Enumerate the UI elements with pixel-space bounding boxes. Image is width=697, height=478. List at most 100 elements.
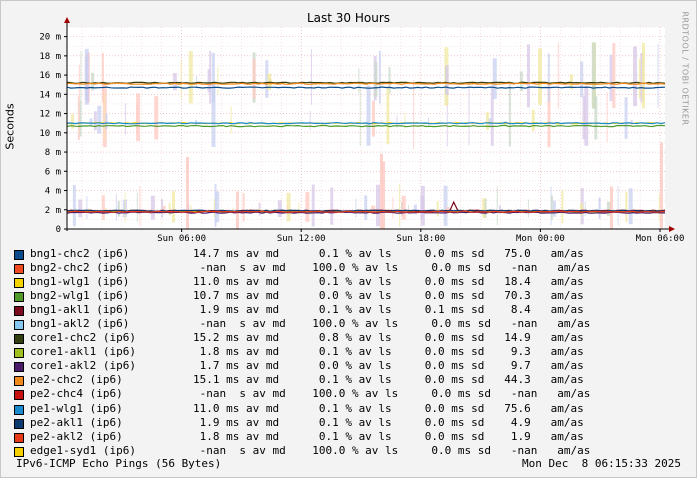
series-line-pe2-chc2 [66, 82, 666, 85]
jitter-band [582, 96, 586, 140]
jitter-band [519, 71, 523, 92]
jitter-band [309, 110, 311, 131]
jitter-band [485, 112, 489, 130]
jitter-band [168, 203, 171, 216]
jitter-band [186, 156, 189, 229]
jitter-band [139, 185, 141, 226]
jitter-band [162, 205, 166, 214]
jitter-band [115, 194, 117, 221]
jitter-band [446, 84, 448, 147]
jitter-band [101, 52, 104, 103]
legend-row: pe1-wlg1 (ip6) 11.0 ms av md 0.1 % av ls … [14, 402, 694, 416]
legend-row: bng2-chc2 (ip6) -nan s av md 100.0 % av … [14, 261, 694, 275]
footer-timestamp: Mon Dec 8 06:15:33 2025 [522, 457, 681, 470]
legend-swatch [14, 390, 24, 401]
jitter-band [638, 58, 641, 99]
jitter-band [190, 204, 192, 215]
y-tick-label: 18 m [39, 52, 61, 62]
jitter-band [508, 83, 511, 147]
jitter-band [305, 192, 310, 222]
legend-series-stats: 11.0 ms av md 0.1 % av ls 0.0 ms sd 18.4… [193, 275, 584, 289]
y-tick-label: 8 m [45, 148, 61, 158]
jitter-band [591, 42, 596, 109]
jitter-band [374, 61, 378, 97]
legend-series-stats: 11.0 ms av md 0.1 % av ls 0.0 ms sd 75.6… [193, 401, 584, 415]
jitter-band [211, 83, 216, 147]
legend-series-name: edge1-syd1 (ip6) [30, 443, 136, 457]
jitter-band [265, 60, 269, 98]
jitter-band [399, 183, 401, 227]
series-line-bng1-chc2 [66, 86, 666, 89]
jitter-band [640, 52, 644, 103]
legend-row: core1-akl2 (ip6) 1.7 ms av md 0.0 % av l… [14, 359, 694, 373]
legend-row: bng1-wlg1 (ip6) 11.0 ms av md 0.1 % av ls… [14, 275, 694, 289]
jitter-band [658, 193, 660, 221]
legend-series-stats: 15.1 ms av md 0.1 % av ls 0.0 ms sd 44.3… [193, 373, 584, 387]
jitter-band [154, 96, 159, 140]
jitter-band [277, 200, 282, 218]
jitter-band [399, 81, 402, 86]
x-tick-label: Mon 00:00 [516, 234, 565, 244]
legend-series-stats: -nan s av md 100.0 % av ls 0.0 ms sd -na… [193, 261, 591, 275]
legend-swatch [14, 404, 24, 415]
legend-row: bng1-akl2 (ip6) -nan s av md 100.0 % av … [14, 317, 694, 331]
jitter-band [376, 184, 381, 227]
jitter-band [557, 42, 559, 109]
y-tick-label: 0 [56, 225, 61, 235]
legend-swatch [14, 432, 24, 443]
jitter-band [230, 106, 232, 134]
chart-title: Last 30 Hours [306, 11, 391, 25]
jitter-band [72, 184, 76, 227]
legend-series-name: bng1-chc2 (ip6) [30, 247, 130, 260]
jitter-band [584, 201, 586, 217]
jitter-band [537, 48, 542, 105]
legend-series-name: bng1-akl1 (ip6) [30, 303, 130, 317]
x-tick-label: Sun 12:00 [277, 234, 326, 244]
jitter-band [371, 100, 375, 137]
jitter-band [527, 44, 531, 108]
jitter-band [102, 83, 107, 148]
jitter-band [561, 190, 564, 224]
legend-series-name: bng1-akl2 (ip6) [30, 317, 130, 331]
legend-row: bng1-akl1 (ip6) 1.9 ms av md 0.1 % av ls… [14, 303, 694, 317]
jitter-band [91, 72, 95, 91]
legend-swatch [14, 362, 24, 373]
jitter-band [547, 53, 550, 102]
legend-series-name: core1-akl1 (ip6) [30, 345, 136, 359]
jitter-band [632, 46, 637, 107]
jitter-band [382, 161, 385, 229]
jitter-band [617, 186, 619, 226]
jitter-band [490, 85, 494, 146]
legend-swatch [14, 250, 24, 260]
jitter-band [401, 195, 406, 220]
jitter-band [492, 58, 497, 100]
x-tick-label: Sun 06:00 [157, 234, 206, 244]
x-tick-label: Mon 06:00 [636, 234, 685, 244]
jitter-band [606, 201, 611, 217]
legend-row: pe2-akl1 (ip6) 1.9 ms av md 0.1 % av ls … [14, 416, 694, 430]
jitter-band [180, 59, 182, 99]
legend-swatch [14, 292, 24, 303]
jitter-band [232, 207, 234, 213]
jitter-band [630, 119, 633, 126]
legend-series-stats: 1.9 ms av md 0.1 % av ls 0.1 ms sd 8.4 a… [193, 303, 584, 317]
legend-series-stats: 1.7 ms av md 0.0 % av ls 0.0 ms sd 9.7 a… [193, 359, 584, 373]
jitter-band [378, 50, 381, 104]
jitter-band [527, 199, 529, 218]
plot-area [67, 27, 665, 229]
x-tick-label: Sun 18:00 [396, 234, 445, 244]
legend-series-stats: 10.7 ms av md 0.0 % av ls 0.0 ms sd 70.3… [193, 289, 584, 303]
jitter-band [310, 48, 312, 105]
legend-series-name: bng2-chc2 (ip6) [30, 261, 130, 275]
series-line-pe1-wlg1 [66, 121, 666, 125]
jitter-band [151, 207, 153, 213]
jitter-band [287, 205, 289, 214]
jitter-band [171, 191, 175, 223]
legend-row: pe2-akl2 (ip6) 1.8 ms av md 0.1 % av ls … [14, 430, 694, 444]
legend-swatch [14, 348, 24, 359]
y-tick-label: 6 m [45, 167, 61, 177]
jitter-band [380, 153, 383, 229]
jitter-band [580, 61, 584, 98]
jitter-band [388, 67, 391, 94]
jitter-band [172, 72, 177, 91]
